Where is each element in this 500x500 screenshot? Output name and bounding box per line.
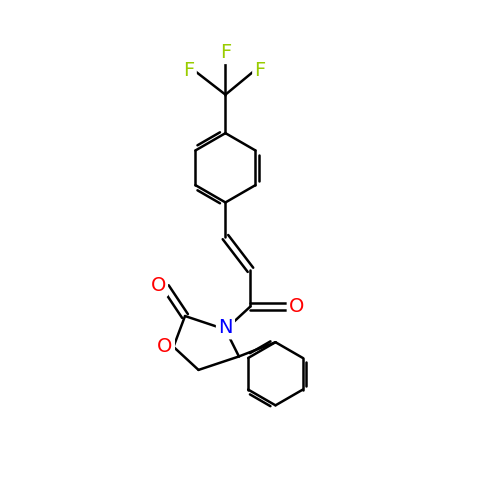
Text: N: N — [218, 318, 232, 337]
Text: O: O — [150, 276, 166, 294]
Text: F: F — [254, 60, 266, 80]
Text: O: O — [289, 297, 304, 316]
Text: O: O — [158, 338, 172, 356]
Text: F: F — [183, 60, 194, 80]
Text: F: F — [220, 43, 231, 62]
